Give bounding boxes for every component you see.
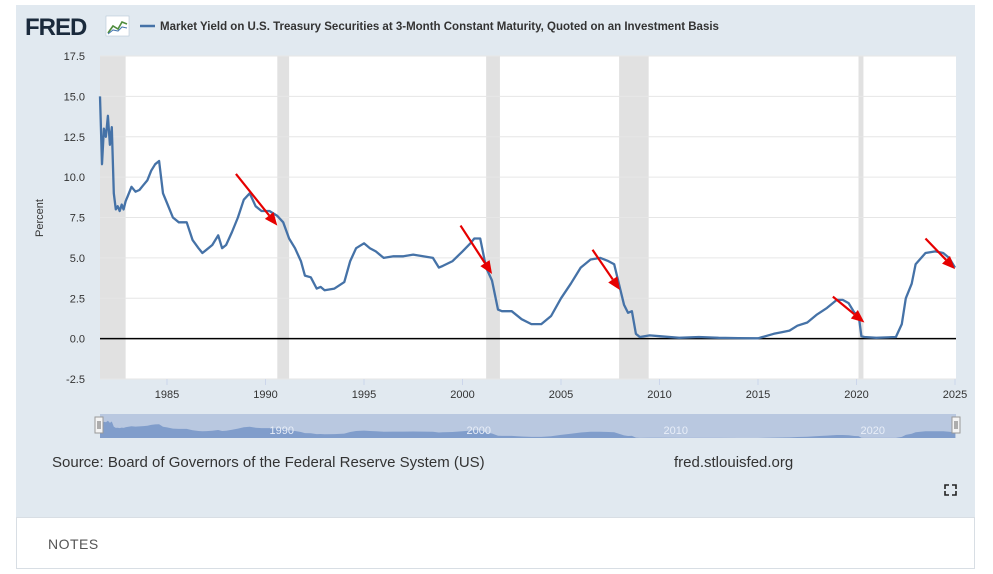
y-axis-ticks: -2.5 0.0 2.5 5.0 7.5 10.0 12.5 15.0 17.5	[64, 51, 85, 386]
annotation-arrow	[832, 295, 865, 323]
arrow-shaft	[924, 237, 947, 261]
arrow-shaft	[832, 295, 856, 316]
y-axis-label: Percent	[34, 199, 46, 237]
x-axis-ticks: 1985 1990 1995 2000 2005 2010 2015 2020 2025	[155, 379, 967, 401]
navigator-label: 2020	[861, 425, 885, 437]
x-tick-label: 2000	[450, 389, 474, 401]
x-tick-label: 2010	[647, 389, 671, 401]
arrow-head	[850, 309, 865, 323]
navigator-label: 2010	[664, 425, 688, 437]
chart-title: Market Yield on U.S. Treasury Securities…	[160, 21, 719, 33]
y-tick-label: 7.5	[70, 213, 85, 225]
arrow-head	[264, 211, 278, 226]
x-tick-label: 1990	[253, 389, 277, 401]
navigator-left-handle[interactable]	[94, 416, 104, 434]
navigator-series	[100, 419, 955, 438]
navigator-right-handle[interactable]	[951, 416, 961, 434]
arrow-head	[608, 276, 621, 291]
annotation-arrow	[591, 249, 621, 291]
arrow-head	[480, 260, 493, 275]
annotation-arrows	[235, 173, 956, 323]
x-tick-label: 2015	[746, 389, 770, 401]
annotation-arrow	[235, 173, 278, 226]
x-tick-label: 1985	[155, 389, 179, 401]
y-tick-label: 12.5	[64, 132, 85, 144]
x-tick-label: 2025	[943, 389, 967, 401]
y-tick-label: 17.5	[64, 51, 85, 63]
y-tick-label: 2.5	[70, 293, 85, 305]
arrow-shaft	[459, 224, 486, 264]
arrow-shaft	[591, 249, 614, 281]
x-tick-label: 2020	[844, 389, 868, 401]
annotation-arrow	[459, 224, 493, 275]
navigator-label: 2000	[466, 425, 490, 437]
y-tick-label: 0.0	[70, 334, 85, 346]
x-tick-label: 2005	[549, 389, 573, 401]
navigator[interactable]: 1990 2000 2010 2020	[94, 414, 961, 438]
y-tick-label: 15.0	[64, 91, 85, 103]
arrow-head	[942, 256, 956, 270]
x-tick-label: 1995	[352, 389, 376, 401]
navigator-label: 1990	[269, 425, 293, 437]
site-url[interactable]: fred.stlouisfed.org	[674, 454, 793, 471]
y-tick-label: -2.5	[66, 374, 85, 386]
fullscreen-icon[interactable]	[944, 484, 957, 496]
y-tick-label: 5.0	[70, 253, 85, 265]
fred-logo[interactable]: FRED	[25, 14, 88, 41]
chart-line-icon	[105, 15, 130, 37]
series-line	[98, 96, 956, 340]
navigator-labels: 1990 2000 2010 2020	[269, 425, 885, 437]
arrow-shaft	[235, 173, 271, 217]
source-text: Source: Board of Governors of the Federa…	[52, 454, 485, 471]
annotation-arrow	[924, 237, 956, 270]
notes-label: NOTES	[48, 536, 99, 552]
notes-section[interactable]: NOTES	[16, 517, 975, 569]
y-tick-label: 10.0	[64, 172, 85, 184]
